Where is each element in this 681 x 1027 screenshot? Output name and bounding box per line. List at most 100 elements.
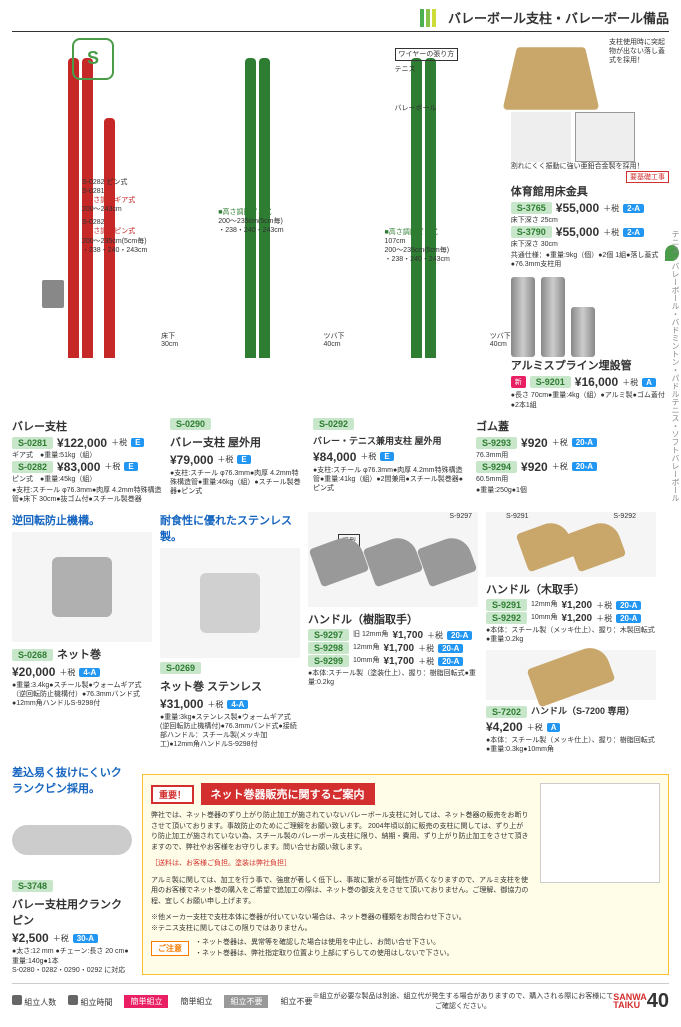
- dimension-label: ツバ下 40cm: [324, 331, 345, 348]
- sku-badge: S-3790: [511, 226, 552, 238]
- variant-note: 60.5mm用: [476, 475, 636, 484]
- tax-note: ＋税: [360, 451, 376, 462]
- sku-badge: S-0282: [12, 461, 53, 473]
- red-post-image: S S-0282 ピン式 S-0281 ■高さ調節ギア式 200～243cm S…: [12, 38, 170, 358]
- sanwa-logo: SANWA TAIKU: [613, 993, 647, 1009]
- spec-line: 107cm 200～235cm(5cm毎) ・238・240・243cm: [385, 237, 450, 264]
- spec-text: ●本体:スチール製（塗装仕上）、握り：樹脂回転式●重量:0.2kg: [308, 669, 478, 687]
- class-badge: E: [380, 452, 393, 461]
- tax-note: ＋税: [552, 437, 568, 448]
- wood-handle-image: S-9291 S-9292: [486, 512, 656, 577]
- sku-badge: S-9299: [308, 655, 349, 667]
- tax-note: ＋税: [418, 656, 434, 667]
- netwinder-ss-image: [160, 548, 300, 658]
- floor-socket-image: [502, 47, 599, 110]
- price: ¥20,000: [12, 665, 55, 679]
- handle-7200-image: [486, 650, 656, 700]
- notice-red: ［送料は、お客様ご負担。塗装は弊社負担］: [151, 859, 530, 870]
- product-title: 体育館用床金具: [511, 183, 669, 199]
- spec-line: 200～235cm(5cm毎) ・238・240・243cm: [82, 237, 147, 255]
- price: ¥55,000: [556, 225, 599, 239]
- dimension-label: 床下 30cm: [161, 331, 178, 348]
- tax-note: ＋税: [427, 630, 443, 641]
- class-badge: 2-A: [623, 228, 644, 237]
- price: ¥31,000: [160, 697, 203, 711]
- price: ¥16,000: [575, 375, 618, 389]
- spec-text: ●長さ 70cm●重量:4kg（組）●アルミ製●ゴム蓋付●2本1組: [511, 391, 669, 409]
- variant-note: 12mm角: [353, 643, 379, 652]
- footer-label: 簡単組立: [180, 996, 212, 1007]
- tax-note: ＋税: [527, 722, 543, 733]
- class-badge: A: [547, 723, 561, 732]
- floor-note: 支柱使用時に突起物が出ない落し蓋式を採用！: [609, 38, 669, 108]
- class-badge: 20-A: [616, 601, 641, 610]
- class-badge: 20-A: [572, 438, 597, 447]
- page-header: バレーボール支柱・バレーボール備品: [12, 8, 669, 32]
- sku-badge: S-9293: [476, 437, 517, 449]
- spec-text: ●本体：スチール製（メッキ仕上）、握り：樹脂回転式●重量:0.3kg●10mm角: [486, 736, 656, 754]
- crank-pin-image: [12, 800, 132, 880]
- floor-sub: 割れにくく振動に強い亜鉛合金製を採用！: [511, 162, 669, 171]
- product-title: ゴム蓋: [476, 418, 636, 434]
- part-label: S-9297: [449, 512, 472, 521]
- variant-note: 旧 12mm角: [353, 630, 388, 639]
- feature-heading: 差込易く抜けにくいクランクピン採用。: [12, 764, 132, 796]
- footer-label: 組立人数: [24, 998, 56, 1007]
- floor-diagram: [575, 112, 635, 162]
- product-title: バレー支柱: [12, 418, 162, 434]
- variant-note: 10mm角: [353, 656, 379, 665]
- spec-text: ●重量:3.4kg●スチール製●ウォームギア式（逆回転防止機構付）●76.3mm…: [12, 681, 152, 708]
- part-label: S-9292: [613, 512, 636, 521]
- part-label: S-9291: [506, 512, 529, 521]
- product-title: バレー・テニス兼用支柱 屋外用: [313, 434, 442, 447]
- price: ¥920: [521, 460, 548, 474]
- class-badge: 20-A: [572, 462, 597, 471]
- class-badge: E: [131, 438, 144, 447]
- spec-line: 200～235cm(5cm毎) ・238・240・243cm: [218, 217, 283, 235]
- variant-note: 10mm角: [531, 613, 557, 622]
- class-badge: A: [642, 378, 656, 387]
- caution-badge: ご注意: [151, 941, 189, 956]
- class-badge: E: [124, 462, 137, 471]
- product-title: ネット巻: [57, 646, 101, 662]
- class-badge: 20-A: [438, 644, 463, 653]
- tax-note: ＋税: [59, 667, 75, 678]
- floor-diagram: [511, 112, 571, 162]
- spec-line: 200～243cm: [82, 205, 147, 214]
- sku-badge: S-0269: [160, 662, 201, 674]
- notice-document-image: [540, 783, 660, 883]
- clock-icon: [68, 995, 78, 1005]
- notice-body: アルミ製に関しては、加工を行う事で、強度が著しく低下し、事故に繋がる可能性が高く…: [151, 876, 530, 908]
- sku-badge: S-3748: [12, 880, 53, 892]
- variant-note: ギア式 ●重量:51kg（組）: [12, 451, 162, 460]
- price: ¥79,000: [170, 453, 213, 467]
- page-title: バレーボール支柱・バレーボール備品: [448, 8, 669, 27]
- class-badge: E: [237, 455, 250, 464]
- spec-line: ■高さ調節ピン式: [218, 208, 283, 217]
- tennis-label: テニス: [395, 65, 459, 74]
- product-title: ハンドル（木取手）: [486, 581, 656, 597]
- notice-box: 重要！ ネット巻器販売に関するご案内 弊社では、ネット巻器のずり上がり防止加工が…: [142, 774, 669, 974]
- notice-banner: ネット巻器販売に関するご案内: [201, 783, 375, 805]
- class-badge: 2-A: [623, 204, 644, 213]
- footer-label: 組立時間: [80, 998, 112, 1007]
- variant-note: 76.3mm用: [476, 451, 636, 460]
- netwinder-image: [12, 532, 152, 642]
- sku-badge: S-9297: [308, 629, 349, 641]
- spline-tube-image: [541, 277, 565, 357]
- important-badge: 重要！: [151, 785, 194, 804]
- spec-text: ●支柱:スチール φ76.3mm●肉厚 4.2mm特殊構造管●床下 30cm●抜…: [12, 486, 162, 504]
- price: ¥84,000: [313, 450, 356, 464]
- sku-badge: S-0281: [12, 437, 53, 449]
- price: ¥920: [521, 436, 548, 450]
- spec-text: ●本体：スチール製（メッキ仕上）、握り：木製回転式●重量:0.2kg: [486, 626, 656, 644]
- tax-note: ＋税: [53, 933, 69, 944]
- page-number: 40: [647, 990, 669, 1013]
- tax-note: ＋税: [207, 699, 223, 710]
- sku-badge: S-9298: [308, 642, 349, 654]
- price: ¥1,200: [561, 600, 592, 611]
- spec-line: ■高さ調節ピン式: [82, 227, 147, 236]
- tax-note: ＋税: [596, 600, 612, 611]
- spec-line: S-0281: [82, 187, 147, 196]
- footer-tag: 簡単組立: [124, 995, 168, 1008]
